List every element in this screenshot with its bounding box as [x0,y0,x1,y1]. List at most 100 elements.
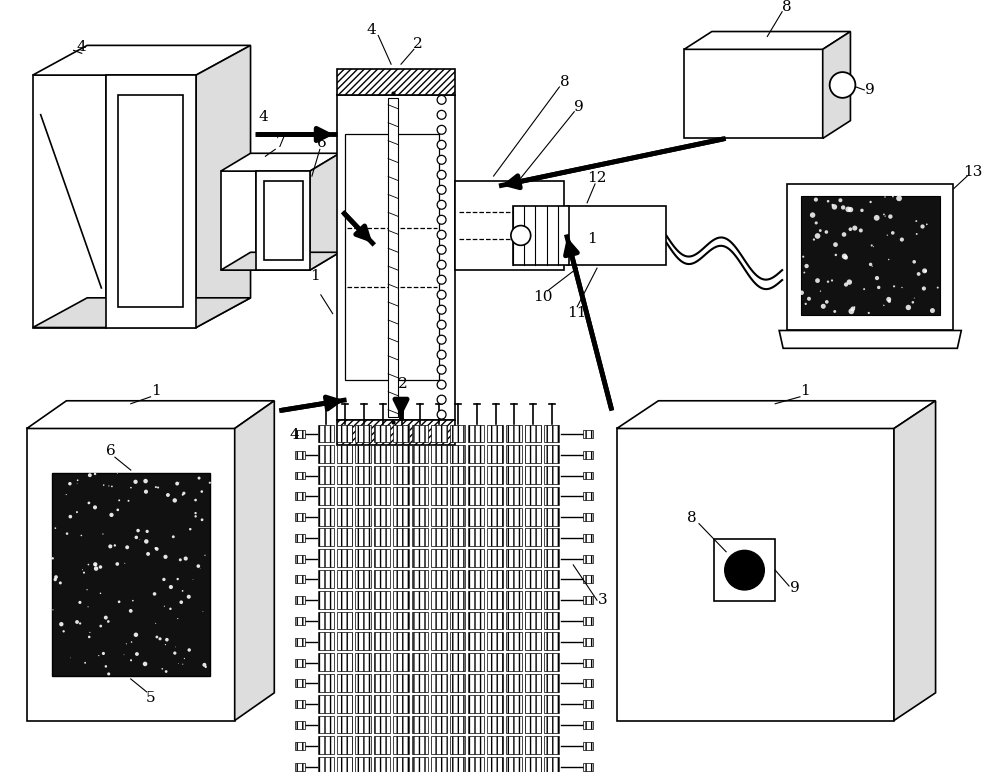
Bar [544,757,559,772]
Circle shape [802,256,804,258]
Bar [525,757,541,772]
Bar [374,695,390,713]
Bar [450,632,465,650]
Circle shape [891,231,895,235]
Bar [487,674,503,692]
Circle shape [200,490,203,493]
Circle shape [124,563,125,564]
Circle shape [873,246,874,247]
Bar [431,570,447,587]
Bar [525,736,541,754]
Bar [487,570,503,587]
Circle shape [133,479,138,484]
Circle shape [915,220,917,222]
Bar [318,757,334,772]
Bar [264,181,303,260]
Circle shape [86,589,88,591]
Bar [412,570,428,587]
Circle shape [83,571,85,574]
Bar [544,653,559,671]
Text: 5: 5 [146,691,155,705]
Bar [337,570,352,587]
Bar [468,487,484,505]
Bar [583,513,593,521]
Bar [374,549,390,567]
Circle shape [184,557,188,560]
Bar [295,430,305,438]
Bar [337,425,352,442]
Bar [374,508,390,526]
Polygon shape [33,46,251,75]
Bar [544,716,559,733]
Bar [295,721,305,729]
Bar [506,549,522,567]
Circle shape [175,482,179,486]
Bar [374,611,390,629]
Circle shape [205,665,207,668]
Bar [412,529,428,547]
Circle shape [912,260,916,263]
Bar [506,425,522,442]
Bar [337,736,352,754]
Bar [450,487,465,505]
Bar [412,487,428,505]
Bar [431,736,447,754]
Circle shape [804,264,809,268]
Circle shape [176,578,179,581]
Circle shape [78,601,81,604]
Bar [337,632,352,650]
Circle shape [831,279,833,282]
Circle shape [847,279,852,285]
Circle shape [863,288,865,290]
Text: 12: 12 [587,171,607,185]
Bar [355,466,371,484]
Bar [374,632,390,650]
Circle shape [922,286,926,290]
Circle shape [126,643,127,645]
Bar [318,466,334,484]
Bar [506,653,522,671]
Circle shape [437,245,446,254]
Bar [431,529,447,547]
Circle shape [146,552,150,556]
Bar [468,445,484,463]
Polygon shape [310,154,340,270]
Circle shape [88,502,90,504]
Circle shape [799,290,804,295]
Circle shape [437,365,446,374]
Bar [506,674,522,692]
Bar [525,466,541,484]
Bar [506,736,522,754]
Bar [374,570,390,587]
Bar [295,575,305,584]
Bar [431,425,447,442]
Circle shape [825,300,829,303]
Circle shape [136,529,140,533]
Bar [374,445,390,463]
Text: 3: 3 [598,593,608,608]
Text: 4: 4 [77,40,87,54]
Circle shape [135,536,138,539]
Text: 10: 10 [533,290,552,304]
Circle shape [437,200,446,209]
Bar [412,508,428,526]
Bar [567,206,666,265]
Bar [487,716,503,733]
Bar [468,549,484,567]
Circle shape [821,304,826,309]
Bar [544,487,559,505]
Bar [412,757,428,772]
Circle shape [803,272,805,273]
Bar [318,529,334,547]
Bar [355,445,371,463]
Bar [337,487,352,505]
Circle shape [118,499,120,501]
Bar [525,632,541,650]
Bar [393,508,409,526]
Bar [525,508,541,526]
Circle shape [68,482,72,486]
Circle shape [906,305,911,310]
Bar [468,425,484,442]
Circle shape [926,223,928,225]
Circle shape [130,659,132,662]
